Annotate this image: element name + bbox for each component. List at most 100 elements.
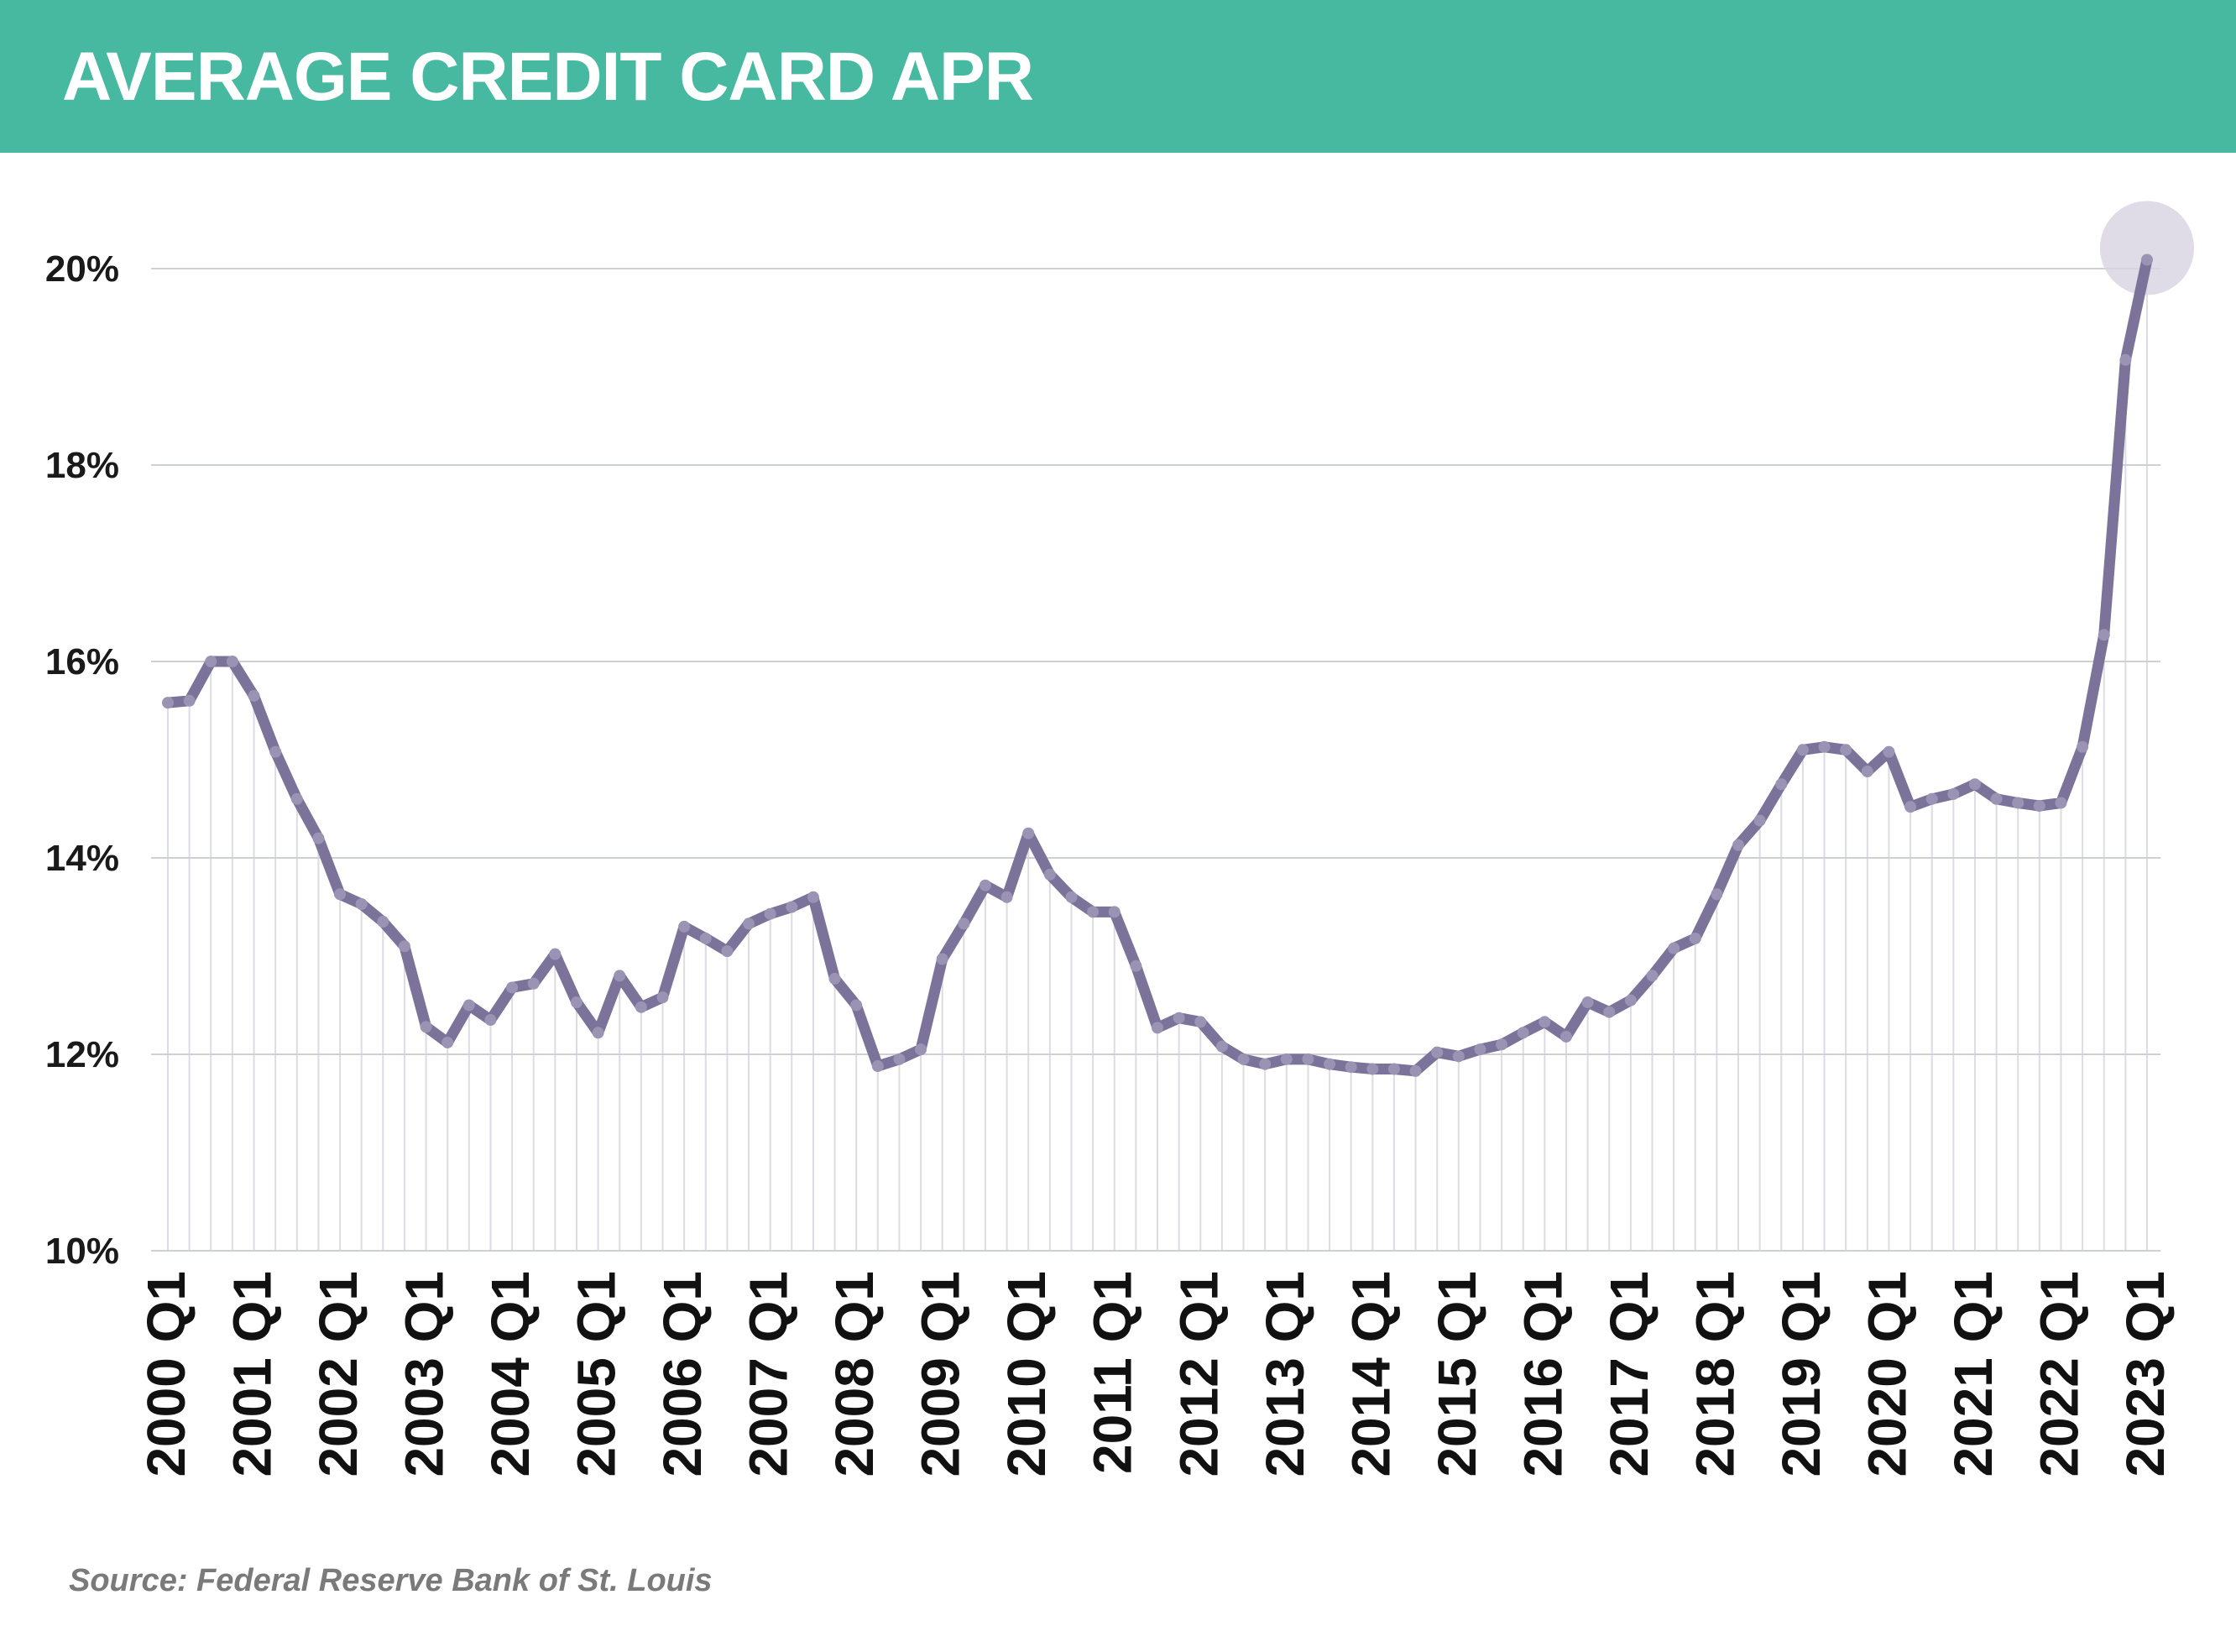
x-tick-label: 2017 Q1 (1599, 1271, 1659, 1477)
series-line (162, 254, 2153, 1077)
x-tick-label: 2018 Q1 (1685, 1271, 1745, 1477)
data-point (1452, 1050, 1465, 1063)
data-point (1000, 891, 1013, 903)
data-point (2119, 353, 2132, 366)
data-point (592, 1027, 604, 1039)
data-point (549, 948, 562, 960)
data-point (1646, 970, 1659, 982)
data-point (1474, 1043, 1486, 1056)
x-axis: 2000 Q1 2001 Q1 2002 Q1 2003 Q1 2004 Q1 2005 … (136, 1271, 2176, 1477)
data-point (484, 1014, 497, 1027)
data-point (1152, 1022, 1163, 1034)
data-point (979, 879, 991, 891)
x-tick-label: 2016 Q1 (1512, 1271, 1573, 1477)
data-point (2098, 629, 2110, 641)
x-tick-label: 2022 Q1 (2029, 1271, 2089, 1477)
y-tick-label: 16% (45, 641, 119, 682)
data-point (828, 972, 841, 985)
data-point (893, 1053, 906, 1065)
data-point (1689, 932, 1701, 944)
y-axis: 10% 12% 14% 16% 18% 20% (45, 248, 119, 1272)
data-point (1818, 740, 1831, 753)
x-tick-label: 2000 Q1 (136, 1271, 196, 1477)
data-point (764, 907, 776, 920)
data-point (248, 689, 260, 702)
data-point (1968, 778, 1981, 791)
gridlines (151, 268, 2160, 1252)
data-point (1173, 1012, 1185, 1024)
data-point (1215, 1040, 1228, 1053)
data-point (1947, 787, 1960, 800)
data-point (1624, 994, 1637, 1006)
data-point (1990, 792, 2003, 805)
data-point (1603, 1006, 1616, 1018)
data-point (1043, 868, 1056, 881)
data-point (1732, 839, 1745, 851)
data-point (1840, 744, 1852, 756)
data-point (1130, 959, 1142, 972)
data-point (850, 999, 863, 1012)
x-tick-label: 2007 Q1 (739, 1271, 799, 1477)
data-point (1366, 1063, 1379, 1075)
y-tick-label: 14% (45, 838, 119, 879)
data-point (269, 745, 282, 758)
data-point (721, 945, 734, 958)
drop-lines (167, 259, 2148, 1251)
data-point (1280, 1053, 1293, 1065)
header-banner: AVERAGE CREDIT CARD APR (0, 0, 2236, 153)
data-point (334, 888, 347, 901)
data-point (1387, 1063, 1400, 1075)
x-tick-label: 2006 Q1 (652, 1271, 713, 1477)
x-tick-label: 2010 Q1 (996, 1271, 1057, 1477)
data-point (2033, 799, 2045, 812)
x-tick-label: 2004 Q1 (480, 1271, 541, 1477)
data-point (699, 932, 712, 944)
data-point (656, 991, 669, 1004)
data-point (1539, 1016, 1551, 1028)
data-point (1409, 1064, 1422, 1077)
data-point (635, 1001, 647, 1013)
data-point (678, 920, 691, 933)
data-point (1022, 827, 1035, 839)
data-point (1517, 1027, 1529, 1039)
data-point (1559, 1030, 1572, 1043)
data-point (2077, 740, 2089, 753)
data-point (226, 656, 238, 667)
x-tick-label: 2013 Q1 (1255, 1271, 1315, 1477)
x-tick-label: 2003 Q1 (394, 1271, 455, 1477)
data-point (1496, 1038, 1508, 1051)
data-point (936, 953, 948, 965)
data-point (398, 940, 410, 953)
data-point (1087, 906, 1100, 918)
data-point (2012, 797, 2024, 809)
data-point (1581, 996, 1594, 1008)
data-point (2141, 254, 2153, 266)
y-tick-label: 18% (45, 445, 119, 486)
data-point (290, 792, 303, 805)
data-point (614, 970, 626, 982)
data-point (1925, 792, 1938, 805)
data-point (420, 1021, 432, 1033)
data-point (2055, 797, 2067, 809)
data-point (1883, 745, 1895, 758)
data-point (1324, 1058, 1336, 1070)
data-point (205, 656, 217, 667)
x-tick-label: 2020 Q1 (1857, 1271, 1917, 1477)
data-point (1108, 906, 1121, 918)
data-point (462, 999, 475, 1012)
data-point (183, 694, 196, 707)
data-point (570, 996, 583, 1008)
data-point (506, 981, 519, 994)
data-point (807, 891, 819, 903)
y-tick-label: 12% (45, 1034, 119, 1075)
data-point (1259, 1058, 1272, 1070)
data-point (441, 1036, 454, 1048)
data-point (1668, 942, 1680, 954)
data-point (1753, 814, 1766, 827)
data-point (915, 1043, 927, 1056)
data-point (355, 897, 368, 910)
data-point (1796, 744, 1809, 756)
source-note: Source: Federal Reserve Bank of St. Loui… (69, 1563, 713, 1598)
y-tick-label: 20% (45, 248, 119, 290)
data-point (1861, 766, 1873, 778)
